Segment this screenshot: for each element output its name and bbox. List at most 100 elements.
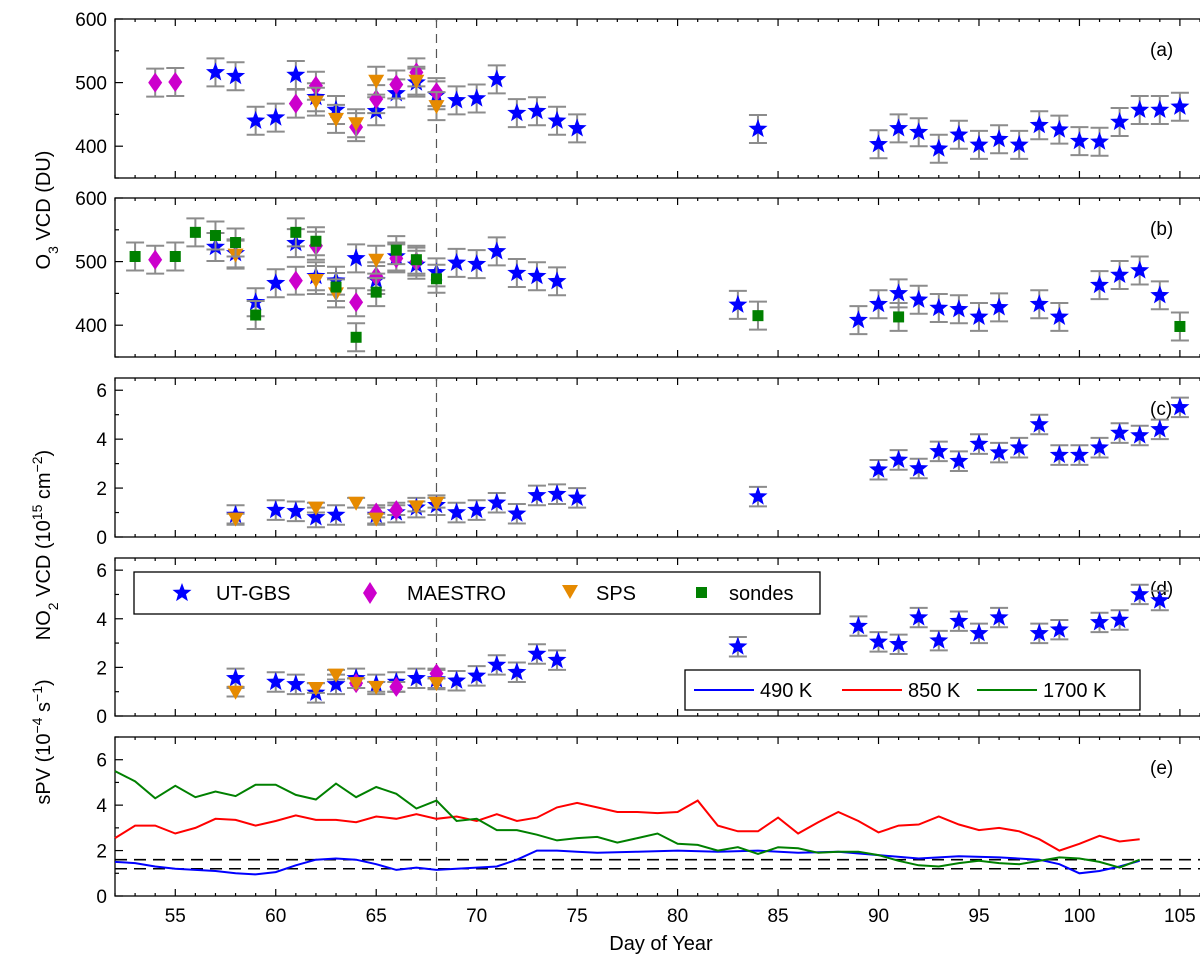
point-sps [307,274,324,289]
panel-frame [114,18,1200,179]
point-ut-gbs [848,616,868,635]
point-ut-gbs [487,492,507,511]
point-ut-gbs [266,500,286,519]
point-ut-gbs [1130,584,1150,603]
point-ut-gbs [306,507,326,526]
point-ut-gbs [848,310,868,329]
point-ut-gbs [1150,285,1170,304]
point-ut-gbs [728,294,748,313]
point-ut-gbs [1150,590,1170,609]
point-ut-gbs [286,674,306,693]
panel-e: 55 60 65 70 75 80 85 90 95 100 105 0 2 4 6 (e) [96,736,1200,927]
point-ut-gbs [869,294,888,313]
point-ut-gbs [567,487,587,506]
point-ut-gbs [1130,99,1150,118]
point-ut-gbs [1029,414,1049,433]
point-ut-gbs [929,298,949,317]
x-tick-label: 60 [265,906,286,927]
point-maestro [369,266,384,287]
point-ut-gbs [527,485,547,504]
point-ut-gbs [889,449,909,468]
point-ut-gbs [869,134,888,153]
point-ut-gbs [1090,437,1109,456]
legend-sps-marker [562,585,578,599]
point-ut-gbs [1110,112,1130,131]
legend-490k-label: 490 K [760,680,813,702]
point-maestro [389,500,404,521]
point-ut-gbs [286,65,306,84]
point-ut-gbs [226,66,246,85]
point-ut-gbs [989,442,1009,461]
point-sondes [230,237,242,249]
y-tick-label: 4 [96,796,107,817]
point-ut-gbs [1170,96,1190,115]
point-sondes [390,244,402,256]
point-ut-gbs [266,107,286,126]
point-sondes [209,230,221,242]
point-sps [307,682,324,697]
x-tick-label: 85 [767,906,788,927]
point-ut-gbs [487,69,507,88]
point-sondes [752,310,764,322]
point-ut-gbs [447,670,467,689]
point-ut-gbs [326,674,346,693]
point-ut-gbs [1130,260,1150,279]
point-ut-gbs [929,630,949,649]
point-ut-gbs [909,289,929,308]
y-tick-label: 6 [96,751,107,772]
point-ut-gbs [286,501,306,520]
point-sps [408,500,425,515]
point-ut-gbs [447,252,467,271]
panel-frame [114,197,1200,358]
panel-label: (d) [1150,579,1173,600]
point-ut-gbs [266,273,286,292]
legend-850k-label: 850 K [908,680,961,702]
x-tick-label: 70 [466,906,487,927]
point-ut-gbs [1009,134,1029,153]
point-ut-gbs [869,631,888,650]
point-ut-gbs [507,662,527,681]
point-ut-gbs [909,122,929,141]
point-sps [368,680,385,695]
panel-frame [114,736,1200,897]
point-ut-gbs [1049,119,1069,138]
point-ut-gbs [949,124,969,143]
point-sps [307,95,324,110]
point-maestro [308,75,323,96]
x-axis-title: Day of Year [609,933,713,955]
series-850-k-line [114,799,1140,852]
point-ut-gbs [1150,419,1170,438]
point-sondes [1174,320,1186,332]
point-sps [307,501,324,516]
point-ut-gbs [206,62,225,81]
legend-sondes-marker [696,587,707,598]
point-ut-gbs [467,665,487,684]
point-ut-gbs [1029,623,1049,642]
point-ut-gbs [1150,99,1170,118]
point-ut-gbs [1130,425,1150,444]
y-tick-label: 400 [75,316,107,337]
point-ut-gbs [1049,619,1069,638]
point-ut-gbs [406,668,426,687]
y-tick-label: 4 [96,430,107,451]
point-sps [428,496,445,511]
point-sondes [330,281,342,293]
point-maestro [288,270,303,291]
point-ut-gbs [1090,612,1109,631]
point-ut-gbs [547,271,567,290]
point-ut-gbs [467,500,487,519]
legend-maestro-marker [363,582,377,604]
point-ut-gbs [447,90,467,109]
point-ut-gbs [1090,275,1109,294]
no2-y-axis-title: NO2 VCD (1015 cm−2) [29,450,61,640]
point-sps [328,112,345,127]
point-ut-gbs [969,134,989,153]
point-ut-gbs [1110,265,1130,283]
y-tick-label: 400 [75,137,107,158]
point-maestro [389,74,404,95]
point-sps [227,512,244,527]
y-tick-label: 6 [96,561,107,582]
point-ut-gbs [547,484,567,503]
point-sondes [430,273,442,285]
